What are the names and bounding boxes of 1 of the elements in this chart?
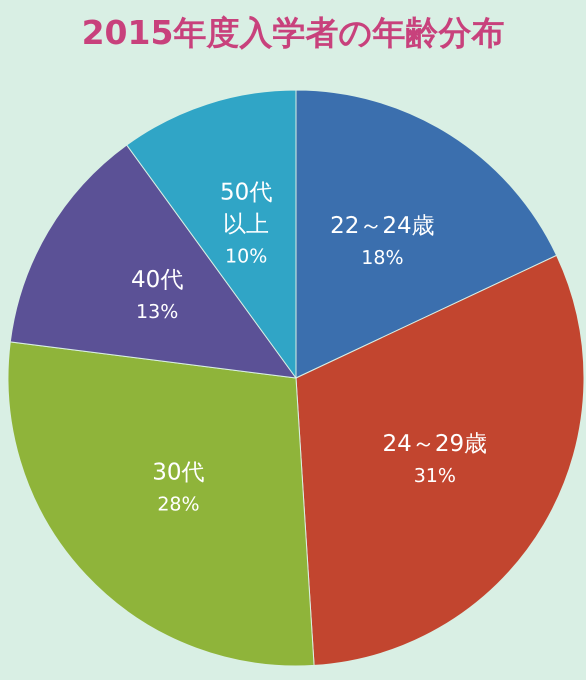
title: 2015年度入学者の年齢分布	[82, 13, 504, 52]
